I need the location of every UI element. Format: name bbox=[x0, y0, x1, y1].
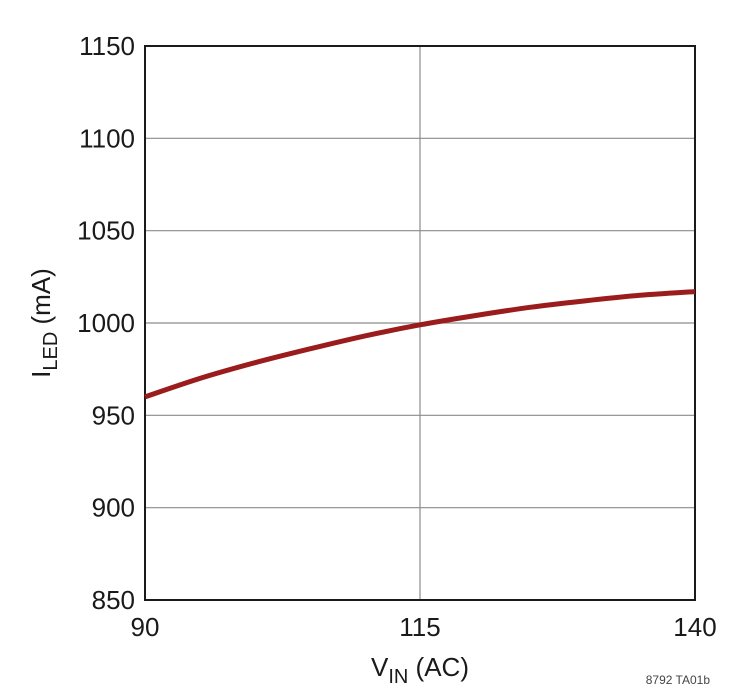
x-axis-label-main: V bbox=[371, 652, 389, 682]
y-axis-label-main: I bbox=[26, 371, 56, 378]
y-tick-label: 900 bbox=[92, 493, 135, 523]
y-axis-label: ILED (mA) bbox=[26, 268, 62, 378]
y-axis-label-subscript: LED bbox=[40, 332, 62, 371]
y-tick-label: 850 bbox=[92, 585, 135, 615]
y-tick-label: 1050 bbox=[77, 216, 135, 246]
y-tick-label: 1000 bbox=[77, 308, 135, 338]
series-layer bbox=[144, 289, 696, 400]
figure-id-note: 8792 TA01b bbox=[646, 673, 711, 687]
y-tick-label: 1100 bbox=[79, 123, 135, 153]
y-tick-labels: 850 900 950 1000 1050 1100 1150 bbox=[77, 31, 135, 615]
x-tick-label: 115 bbox=[399, 612, 440, 642]
x-axis-label: VIN (AC) bbox=[371, 652, 469, 687]
series-line bbox=[144, 289, 696, 400]
plot-frame bbox=[144, 45, 696, 601]
x-axis-label-subscript: IN bbox=[388, 666, 408, 687]
x-tick-labels: 90 115 140 bbox=[131, 612, 717, 642]
y-axis-label-unit: (mA) bbox=[26, 268, 56, 332]
x-tick-label: 140 bbox=[673, 612, 716, 642]
x-tick-label: 90 bbox=[131, 612, 160, 642]
x-axis-label-unit: (AC) bbox=[408, 652, 469, 682]
y-tick-label: 1150 bbox=[79, 31, 135, 61]
y-tick-label: 950 bbox=[92, 400, 135, 430]
